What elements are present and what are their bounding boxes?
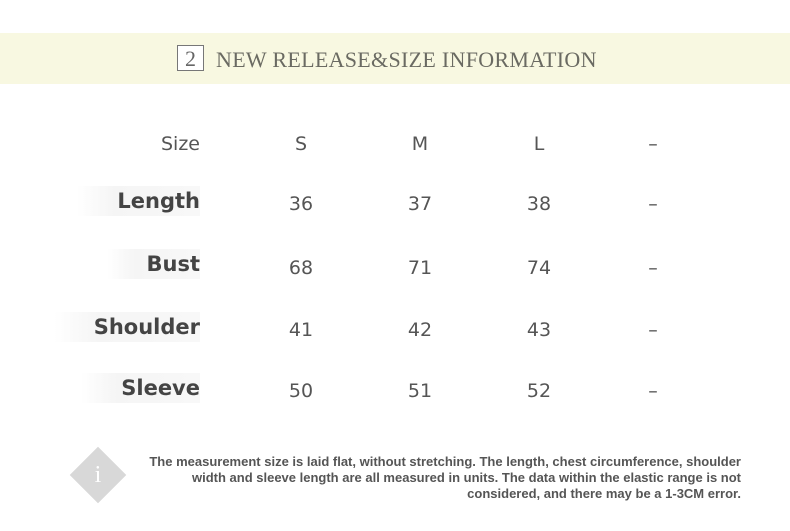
table-row: Bust 68 71 74 – [0, 249, 790, 283]
table-cell: 38 [526, 193, 552, 215]
column-header: S [294, 133, 308, 155]
column-header: Size [160, 133, 200, 155]
row-label: Length [77, 186, 200, 216]
table-cell: 37 [407, 193, 433, 215]
info-icon-glyph: i [94, 462, 102, 488]
table-cell: – [648, 193, 658, 215]
measurement-note: The measurement size is laid flat, witho… [149, 454, 741, 501]
row-label: Bust [106, 249, 200, 279]
table-cell: – [648, 319, 658, 341]
table-row: Sleeve 50 51 52 – [0, 373, 790, 406]
section-banner [0, 33, 790, 84]
column-header: M [411, 133, 429, 155]
table-cell: 74 [526, 257, 552, 279]
table-cell: 41 [288, 319, 314, 341]
table-cell: 68 [288, 257, 314, 279]
table-cell: 36 [288, 193, 314, 215]
row-label: Sleeve [81, 373, 200, 403]
table-cell: 50 [288, 380, 314, 402]
section-number: 2 [177, 45, 204, 71]
table-cell: – [648, 257, 658, 279]
table-cell: 42 [407, 319, 433, 341]
table-row: Shoulder 41 42 43 – [0, 312, 790, 345]
section-title: NEW RELEASE&SIZE INFORMATION [216, 47, 597, 72]
table-row: Length 36 37 38 – [0, 186, 790, 219]
header-row: Size S M L – [0, 129, 790, 159]
column-header: L [533, 133, 545, 155]
table-cell: 71 [407, 257, 433, 279]
row-label: Shoulder [53, 312, 200, 342]
table-cell: 51 [407, 380, 433, 402]
table-cell: 43 [526, 319, 552, 341]
table-cell: 52 [526, 380, 552, 402]
table-cell: – [648, 380, 658, 402]
column-header: – [648, 133, 658, 155]
